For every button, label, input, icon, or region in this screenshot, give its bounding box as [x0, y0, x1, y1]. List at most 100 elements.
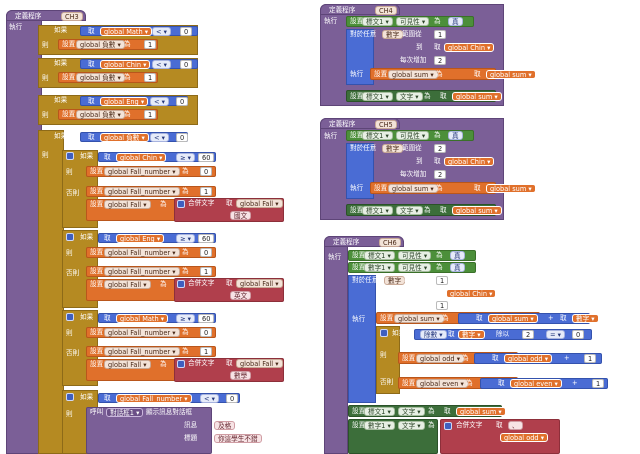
- op-lt[interactable]: <: [152, 27, 171, 36]
- bool-true[interactable]: 真: [450, 263, 465, 272]
- dialog-title[interactable]: 你這學生不錯: [214, 434, 262, 443]
- num-one[interactable]: 1: [200, 267, 213, 276]
- gear-icon[interactable]: [66, 393, 74, 401]
- var-fall-number[interactable]: global Fall_number: [104, 347, 180, 356]
- ch5-header[interactable]: 定義程序 CH5: [320, 118, 400, 129]
- num-zero[interactable]: 0: [180, 27, 193, 36]
- var-fall[interactable]: global Fall: [104, 360, 151, 369]
- num-zero[interactable]: 0: [200, 328, 213, 337]
- bool-true[interactable]: 真: [450, 251, 465, 260]
- num-zero[interactable]: 0: [180, 60, 193, 69]
- num-zero[interactable]: 0: [176, 133, 189, 142]
- num-one[interactable]: 1: [144, 110, 157, 119]
- var-neg[interactable]: global 負數: [76, 73, 125, 82]
- var-sum[interactable]: global sum: [488, 314, 538, 323]
- op-lt[interactable]: <: [152, 60, 171, 69]
- num-sixty[interactable]: 60: [198, 153, 215, 162]
- dialog-component[interactable]: 對話框1: [106, 408, 144, 417]
- label-prop[interactable]: 可見性: [398, 251, 432, 260]
- var-even[interactable]: global even: [416, 379, 468, 388]
- gear-icon[interactable]: [66, 313, 74, 321]
- loop-var-get[interactable]: 數字: [572, 314, 599, 323]
- range-to[interactable]: global Chin: [444, 43, 495, 52]
- var-fall-number[interactable]: global Fall_number: [104, 267, 180, 276]
- ch6-name[interactable]: CH6: [379, 238, 401, 247]
- dialog-message[interactable]: 及格: [214, 421, 236, 430]
- label-text-prop[interactable]: 文字: [398, 407, 425, 416]
- var-fall-number[interactable]: global Fall_number: [104, 328, 180, 337]
- if-odd-even[interactable]: [376, 326, 400, 394]
- ch3-header[interactable]: 定義程序 CH3: [6, 10, 86, 21]
- var-sum[interactable]: global sum: [452, 92, 502, 101]
- op-eq[interactable]: <: [150, 133, 169, 142]
- ch3-procedure[interactable]: [6, 10, 42, 454]
- var-sum[interactable]: global sum: [452, 206, 502, 215]
- num-zero[interactable]: 0: [200, 167, 213, 176]
- loop-var[interactable]: 數字: [384, 276, 406, 285]
- num-zero[interactable]: 0: [200, 248, 213, 257]
- var-neg[interactable]: global 負數: [76, 110, 125, 119]
- num-one[interactable]: 1: [200, 347, 213, 356]
- num-zero[interactable]: 0: [226, 394, 239, 403]
- range-to[interactable]: global Chin: [444, 157, 495, 166]
- var-sum[interactable]: global sum: [456, 407, 506, 416]
- var-sum[interactable]: global sum: [388, 70, 438, 79]
- gear-icon[interactable]: [66, 152, 74, 160]
- bool-true[interactable]: 真: [448, 17, 463, 26]
- var-eng[interactable]: global Eng: [116, 234, 165, 243]
- num-two[interactable]: 2: [522, 330, 535, 339]
- var-odd[interactable]: global odd: [416, 354, 465, 363]
- var-sum[interactable]: global sum: [486, 184, 536, 193]
- label-component[interactable]: 標文1: [362, 17, 393, 26]
- ch4-header[interactable]: 定義程序 CH4: [320, 4, 400, 15]
- ch3-name[interactable]: CH3: [61, 12, 83, 21]
- mod-compare[interactable]: [414, 329, 592, 340]
- label-prop[interactable]: 可見性: [396, 131, 430, 140]
- label-text-prop[interactable]: 文字: [398, 421, 425, 430]
- label-component[interactable]: 數字1: [364, 263, 395, 272]
- ch4-name[interactable]: CH4: [375, 6, 397, 15]
- label-component[interactable]: 標文1: [362, 131, 393, 140]
- label-component[interactable]: 標文1: [364, 407, 395, 416]
- ch6-procedure[interactable]: [324, 236, 348, 454]
- num-one[interactable]: 1: [144, 73, 157, 82]
- var-chin[interactable]: global Chin: [116, 153, 167, 162]
- range-from[interactable]: 1: [436, 276, 449, 285]
- var-fall[interactable]: global Fall: [104, 280, 151, 289]
- for-range[interactable]: [346, 29, 374, 85]
- gear-icon[interactable]: [177, 280, 185, 288]
- var-sum[interactable]: global sum: [486, 70, 536, 79]
- subject-text[interactable]: 英文: [230, 291, 252, 300]
- op-ge[interactable]: ≥: [176, 314, 195, 323]
- var-odd[interactable]: global odd: [504, 354, 553, 363]
- loop-var[interactable]: 數字: [382, 30, 404, 39]
- ch6-header[interactable]: 定義程序 CH6: [324, 236, 404, 247]
- gear-icon[interactable]: [66, 233, 74, 241]
- op-ge[interactable]: ≥: [176, 234, 195, 243]
- range-from[interactable]: 1: [434, 30, 447, 39]
- label-component[interactable]: 標文1: [362, 92, 393, 101]
- op-lt[interactable]: <: [150, 97, 169, 106]
- label-prop[interactable]: 可見性: [396, 17, 430, 26]
- num-one[interactable]: 1: [200, 187, 213, 196]
- loop-var-get[interactable]: 數字: [458, 330, 485, 339]
- var-fall-number[interactable]: global Fall_number: [116, 394, 192, 403]
- range-step[interactable]: 1: [436, 301, 449, 310]
- gear-icon[interactable]: [380, 329, 388, 337]
- var-neg[interactable]: global 負數: [76, 40, 125, 49]
- num-sixty[interactable]: 60: [198, 234, 215, 243]
- num-one[interactable]: 1: [592, 379, 605, 388]
- var-fall[interactable]: global Fall: [236, 279, 283, 288]
- num-sixty[interactable]: 60: [198, 314, 215, 323]
- label-component[interactable]: 標文1: [362, 206, 393, 215]
- var-fall-number[interactable]: global Fall_number: [104, 167, 180, 176]
- ch5-name[interactable]: CH5: [375, 120, 397, 129]
- range-from[interactable]: 2: [434, 144, 447, 153]
- var-odd[interactable]: global odd: [500, 433, 549, 442]
- text-comma[interactable]: 、: [508, 421, 523, 430]
- label-component[interactable]: 標文1: [364, 251, 395, 260]
- var-sum[interactable]: global sum: [388, 184, 438, 193]
- op-eq[interactable]: =: [546, 330, 565, 339]
- num-one[interactable]: 1: [144, 40, 157, 49]
- label-prop[interactable]: 可見性: [398, 263, 432, 272]
